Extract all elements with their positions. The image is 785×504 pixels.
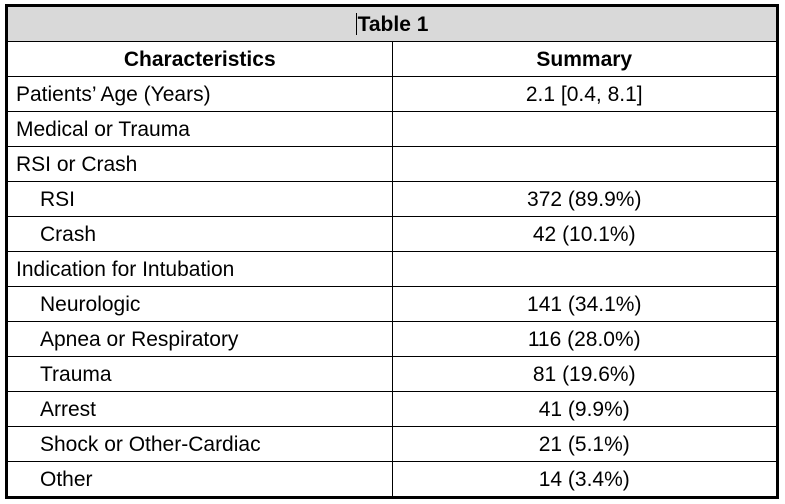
text-cursor [355,13,357,35]
summary-cell[interactable]: 42 (10.1%) [391,216,777,252]
header-characteristics[interactable]: Characteristics [7,41,393,77]
characteristic-cell[interactable]: Neurologic [7,286,393,322]
characteristic-cell[interactable]: RSI or Crash [7,146,393,182]
characteristic-cell[interactable]: Other [7,461,393,497]
table-row: Trauma 81 (19.6%) [7,356,777,392]
table-row: Crash 42 (10.1%) [7,216,777,252]
characteristic-cell[interactable]: Trauma [7,356,393,392]
table-row: RSI 372 (89.9%) [7,181,777,217]
table-row: Apnea or Respiratory 116 (28.0%) [7,321,777,357]
summary-cell[interactable]: 2.1 [0.4, 8.1] [391,76,777,112]
table-frame: Table 1 Characteristics Summary Patients… [5,4,779,499]
table-title-cell[interactable]: Table 1 [7,6,777,42]
table-row: Medical or Trauma [7,111,777,147]
table-row: Arrest 41 (9.9%) [7,391,777,427]
characteristic-cell[interactable]: Crash [7,216,393,252]
characteristic-cell[interactable]: RSI [7,181,393,217]
characteristic-cell[interactable]: Patients’ Age (Years) [7,76,393,112]
table-header-row: Characteristics Summary [7,41,777,77]
characteristic-cell[interactable]: Medical or Trauma [7,111,393,147]
table-row: Indication for Intubation [7,251,777,287]
header-summary[interactable]: Summary [391,41,777,77]
summary-cell[interactable]: 141 (34.1%) [391,286,777,322]
characteristic-cell[interactable]: Arrest [7,391,393,427]
table-row: Other 14 (3.4%) [7,461,777,497]
summary-cell[interactable] [391,111,777,147]
table-row: Shock or Other-Cardiac 21 (5.1%) [7,426,777,462]
table-title: Table 1 [357,13,429,36]
table-row: Neurologic 141 (34.1%) [7,286,777,322]
table-title-row: Table 1 [7,6,777,42]
summary-cell[interactable]: 41 (9.9%) [391,391,777,427]
summary-cell[interactable]: 14 (3.4%) [391,461,777,497]
characteristic-cell[interactable]: Shock or Other-Cardiac [7,426,393,462]
summary-cell[interactable]: 372 (89.9%) [391,181,777,217]
characteristic-cell[interactable]: Apnea or Respiratory [7,321,393,357]
summary-cell[interactable]: 81 (19.6%) [391,356,777,392]
summary-cell[interactable] [391,251,777,287]
characteristic-cell[interactable]: Indication for Intubation [7,251,393,287]
summary-cell[interactable]: 116 (28.0%) [391,321,777,357]
table-row: Patients’ Age (Years) 2.1 [0.4, 8.1] [7,76,777,112]
table-row: RSI or Crash [7,146,777,182]
summary-cell[interactable] [391,146,777,182]
summary-cell[interactable]: 21 (5.1%) [391,426,777,462]
characteristics-table: Table 1 Characteristics Summary Patients… [7,6,777,497]
